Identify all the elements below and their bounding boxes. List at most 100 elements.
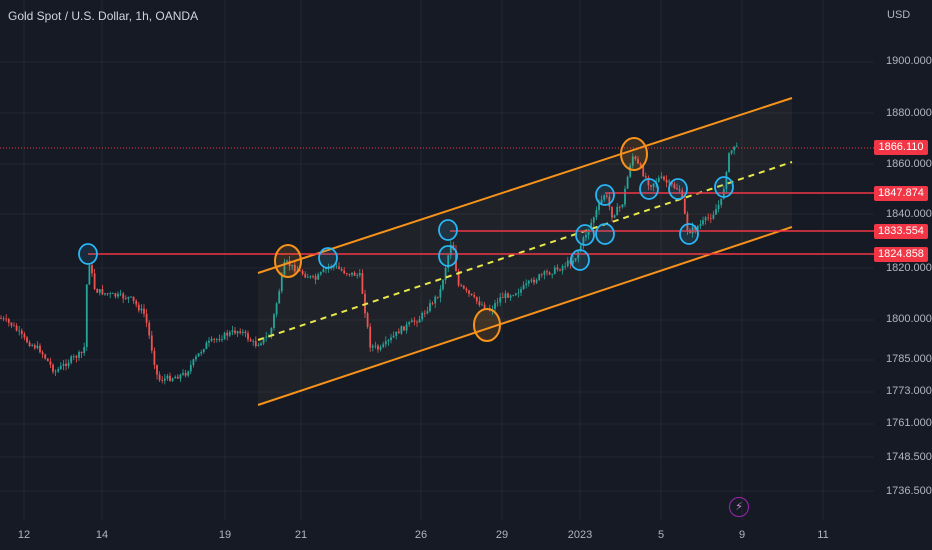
candle-body [223, 332, 226, 340]
candle-body [226, 332, 229, 336]
candle-body [192, 359, 195, 366]
candle-body [153, 350, 156, 365]
candle-body [434, 296, 437, 304]
last-price-tag: 1866.110 [874, 140, 928, 155]
candle-body [566, 260, 569, 267]
candle-body [283, 261, 286, 275]
candle-body [639, 163, 642, 167]
candle-body [351, 272, 353, 275]
x-tick-19: 19 [218, 529, 232, 541]
candle-body [387, 340, 390, 342]
candle-body [598, 203, 600, 211]
candle-body [379, 346, 382, 350]
candle-body [572, 260, 574, 264]
candle-body [644, 176, 647, 178]
candle-body [475, 296, 478, 302]
candle-body [46, 358, 49, 362]
candle-body [36, 345, 39, 349]
candle-body [696, 226, 699, 230]
candle-body [70, 356, 73, 363]
candle-body [252, 341, 255, 342]
candle-body [462, 285, 465, 289]
candle-body [143, 308, 145, 314]
candle-body [436, 296, 439, 298]
candle-body [618, 206, 621, 208]
candle-body [366, 313, 369, 327]
candle-body [400, 326, 403, 334]
candle-body [595, 210, 598, 218]
candle-body [522, 285, 525, 290]
candle-body [605, 195, 608, 197]
candle-body [504, 293, 507, 299]
candle-body [5, 318, 8, 320]
candle-body [421, 312, 424, 320]
candle-body [39, 345, 41, 353]
candle-body [413, 320, 416, 322]
candle-body [301, 270, 304, 275]
candle-body [221, 339, 223, 341]
candle-body [358, 273, 361, 276]
candle-body [611, 206, 613, 218]
candle-body [286, 260, 288, 262]
candle-body [200, 351, 203, 354]
candle-body [384, 341, 387, 345]
candle-body [338, 266, 340, 269]
candle-body [733, 146, 736, 151]
candle-body [535, 279, 538, 283]
candle-body [174, 376, 177, 379]
candle-body [57, 369, 60, 372]
candle-body [213, 338, 216, 340]
candle-body [15, 325, 18, 331]
candle-body [325, 268, 327, 270]
candle-body [257, 344, 260, 346]
candle-body [13, 325, 15, 327]
candle-body [517, 292, 520, 294]
y-tick-1860: 1860.000 [886, 158, 932, 170]
blue-marker-circle [679, 223, 699, 245]
x-tick-2023: 2023 [567, 529, 593, 541]
y-tick-1900: 1900.000 [886, 55, 932, 67]
candle-body [457, 271, 460, 286]
candle-body [2, 318, 5, 320]
candle-body [93, 273, 96, 290]
candle-body [403, 326, 405, 331]
candle-body [361, 273, 364, 294]
candle-body [717, 204, 720, 210]
candle-body [520, 289, 522, 293]
x-tick-12: 12 [17, 529, 31, 541]
candle-body [499, 297, 502, 303]
candle-body [356, 275, 359, 277]
candle-body [603, 195, 606, 200]
candle-body [538, 274, 541, 280]
y-tick-1840: 1840.000 [886, 208, 932, 220]
marker-circles [78, 137, 734, 342]
candle-body [585, 235, 587, 238]
level-tag-1833: 1833.554 [874, 224, 928, 239]
y-tick-1880: 1880.000 [886, 107, 932, 119]
candle-body [418, 319, 421, 323]
candle-body [642, 166, 645, 177]
channel-midline [257, 161, 793, 341]
lightning-icon[interactable]: ⚡ [729, 497, 749, 517]
candle-body [390, 337, 392, 341]
candle-body [681, 190, 684, 199]
candle-body [564, 266, 567, 267]
candle-body [600, 199, 603, 204]
candle-body [202, 349, 205, 352]
candle-body [694, 226, 697, 230]
x-tick-5: 5 [657, 529, 665, 541]
candle-body [707, 217, 710, 219]
candle-body [26, 337, 28, 343]
candle-body [189, 365, 192, 372]
candle-body [124, 298, 127, 300]
candle-body [561, 266, 564, 271]
candle-body [712, 214, 715, 219]
candle-body [608, 196, 611, 207]
candle-body [91, 265, 93, 274]
candle-body [496, 302, 499, 304]
candle-body [709, 218, 712, 219]
blue-marker-circle [438, 219, 458, 241]
candle-body [369, 326, 372, 348]
candle-body [543, 271, 546, 275]
